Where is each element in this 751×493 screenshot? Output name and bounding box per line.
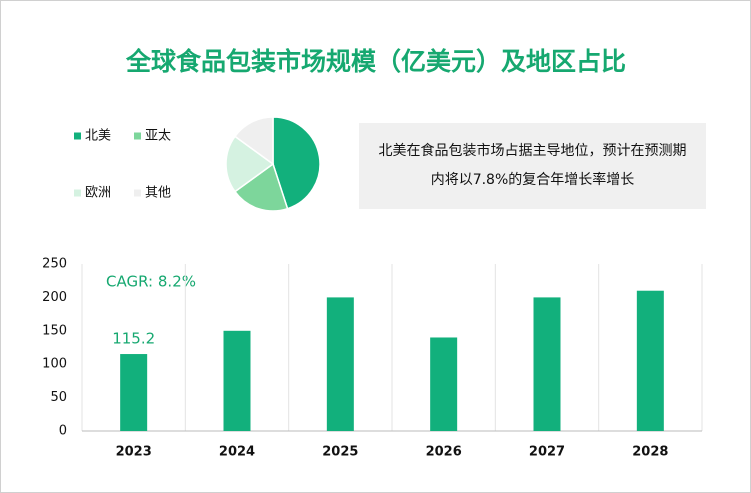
legend-swatch bbox=[134, 132, 141, 140]
bar bbox=[430, 337, 458, 431]
legend-label: 北美 bbox=[85, 129, 111, 144]
bar bbox=[533, 297, 561, 431]
pie-slice bbox=[225, 135, 275, 193]
pie-slice bbox=[272, 116, 321, 210]
x-tick-label: 2028 bbox=[632, 445, 668, 460]
cagr-annotation: CAGR: 8.2% bbox=[106, 273, 196, 291]
bar bbox=[326, 297, 354, 431]
bar bbox=[636, 290, 664, 431]
x-tick-label: 2027 bbox=[529, 445, 565, 460]
y-tick-label: 100 bbox=[42, 357, 67, 372]
legend-label: 其他 bbox=[145, 186, 171, 201]
bar bbox=[223, 330, 251, 431]
pie-slice bbox=[233, 116, 274, 166]
pie-slice bbox=[233, 162, 289, 212]
legend-swatch bbox=[74, 189, 81, 197]
data-label: 115.2 bbox=[112, 330, 155, 348]
legend-label: 亚太 bbox=[145, 129, 171, 144]
x-tick-label: 2024 bbox=[219, 445, 255, 460]
y-tick-label: 200 bbox=[42, 290, 67, 305]
y-tick-label: 150 bbox=[42, 323, 67, 338]
x-tick-label: 2023 bbox=[116, 445, 152, 460]
y-tick-label: 50 bbox=[50, 390, 67, 405]
x-tick-label: 2026 bbox=[426, 445, 462, 460]
legend-swatch bbox=[134, 189, 141, 197]
y-tick-label: 250 bbox=[42, 257, 67, 272]
y-tick-label: 0 bbox=[59, 424, 67, 439]
annotation-box: 北美在食品包装市场占据主导地位，预计在预测期内将以7.8%的复合年增长率增长 bbox=[359, 123, 706, 209]
legend-label: 欧洲 bbox=[85, 186, 111, 201]
bar bbox=[120, 354, 148, 431]
chart-title: 全球食品包装市场规模（亿美元）及地区占比 bbox=[125, 47, 626, 76]
legend-swatch bbox=[74, 132, 81, 140]
x-tick-label: 2025 bbox=[322, 445, 358, 460]
